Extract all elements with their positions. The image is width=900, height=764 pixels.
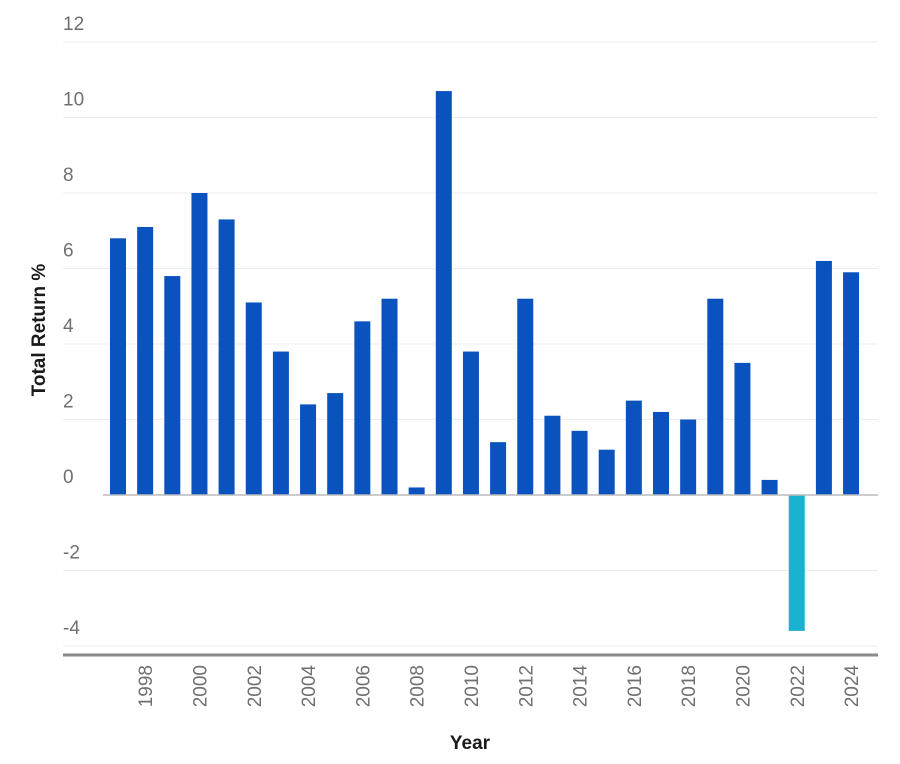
x-tick-label: 2022: [788, 665, 809, 707]
y-axis-ticks: 12 10 8 6 4 2 0 -2 -4: [63, 14, 84, 639]
bar-2001: [218, 219, 235, 496]
x-tick-label: 2008: [408, 665, 429, 707]
bar-2016: [625, 400, 642, 495]
bar-2002: [245, 302, 262, 495]
bar-2006: [354, 321, 371, 495]
bar-2004: [300, 404, 317, 495]
bar-2009: [435, 91, 452, 495]
x-tick-label: 2010: [462, 665, 483, 707]
y-tick-label: 8: [63, 165, 74, 186]
x-tick-label: 1998: [136, 665, 157, 707]
bar-2008: [408, 487, 425, 495]
bar-2018: [680, 419, 697, 495]
x-tick-label: 2024: [842, 665, 863, 708]
bar-1998: [137, 226, 154, 495]
y-tick-label: -4: [63, 618, 80, 639]
bar-2022: [788, 495, 805, 631]
bar-2019: [707, 298, 724, 495]
x-tick-label: 2004: [299, 665, 320, 708]
bar-2015: [598, 449, 615, 495]
y-tick-label: -2: [63, 543, 80, 564]
y-tick-label: 10: [63, 90, 84, 111]
bar-1997: [110, 238, 126, 496]
y-tick-label: 6: [63, 241, 74, 262]
y-tick-label: 4: [63, 316, 74, 337]
x-tick-label: 2018: [679, 665, 700, 707]
y-tick-label: 0: [63, 467, 74, 488]
x-tick-label: 2002: [245, 665, 266, 707]
y-tick-label: 12: [63, 14, 84, 35]
bar-2024: [843, 272, 860, 495]
bar-2007: [381, 298, 398, 495]
x-tick-label: 2016: [625, 665, 646, 707]
bar-2012: [517, 298, 534, 495]
bar-2020: [734, 362, 751, 495]
x-tick-label: 2012: [516, 665, 537, 707]
y-tick-label: 2: [63, 392, 74, 413]
bar-1999: [164, 276, 181, 495]
bar-2003: [272, 351, 289, 495]
y-axis-title: Total Return %: [29, 264, 50, 397]
x-tick-label: 2000: [190, 665, 211, 707]
gridlines: [63, 41, 878, 647]
x-tick-label: 2006: [353, 665, 374, 707]
x-tick-label: 2014: [571, 665, 592, 708]
bar-2005: [327, 393, 344, 495]
bars: [110, 91, 860, 631]
bar-2017: [653, 411, 669, 495]
x-axis-title: Year: [450, 733, 491, 754]
bar-2010: [462, 351, 479, 495]
bar-2013: [544, 415, 561, 495]
bar-2021: [761, 479, 778, 495]
bar-2014: [571, 430, 588, 495]
bar-2023: [815, 260, 832, 495]
x-axis-ticks: 1998 2000 2002 2004 2006 2008 2010 2012 2014 2016…: [136, 665, 863, 708]
bar-2011: [490, 442, 507, 495]
bar-2000: [191, 193, 208, 495]
x-tick-label: 2020: [733, 665, 754, 707]
